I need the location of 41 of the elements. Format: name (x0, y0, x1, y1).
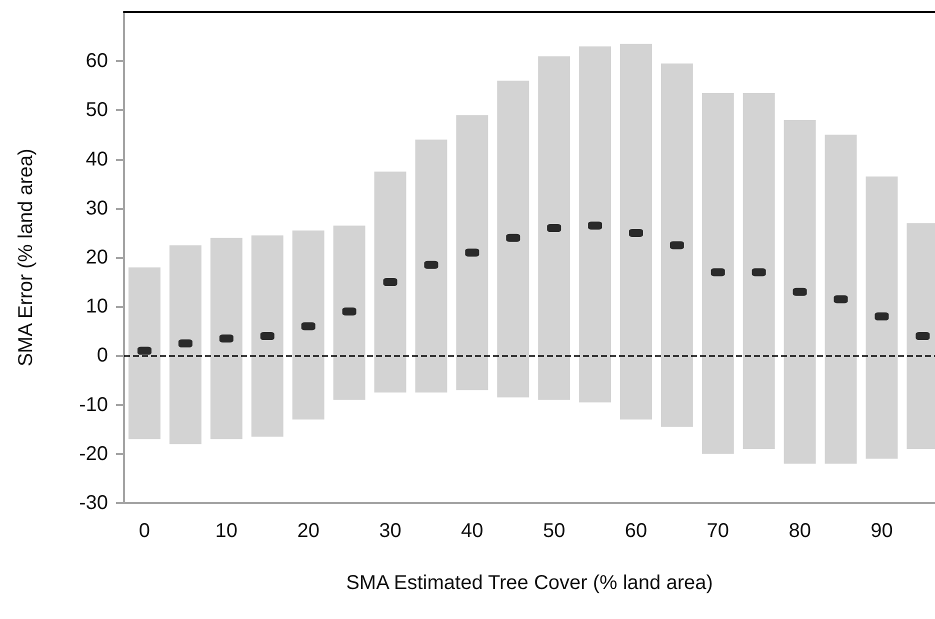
y-axis-title: SMA Error (% land area) (15, 148, 37, 366)
bar (824, 134, 857, 464)
x-tick-label: 60 (624, 520, 648, 542)
bar (210, 238, 242, 440)
bar (579, 46, 612, 402)
bar (497, 80, 530, 398)
bar (128, 267, 160, 440)
bar (333, 226, 366, 400)
y-tick-label: 20 (86, 246, 108, 268)
y-tick-label: -10 (79, 394, 108, 416)
bar (169, 245, 202, 444)
x-tick-label: 10 (215, 520, 238, 542)
bar (415, 140, 448, 393)
bar (866, 176, 898, 459)
x-tick-label: 40 (461, 520, 484, 542)
y-tick-label: 60 (86, 50, 108, 72)
bar (660, 64, 693, 427)
bar (702, 93, 734, 454)
bar (456, 115, 488, 390)
y-tick-label: 0 (96, 344, 108, 367)
x-tick-label: 0 (138, 520, 150, 542)
x-axis-title: SMA Estimated Tree Cover (% land area) (346, 572, 713, 594)
bar (292, 230, 324, 420)
bar (251, 235, 284, 437)
bar (374, 172, 406, 393)
x-tick-label: 90 (870, 520, 893, 542)
x-tick-label: 20 (297, 520, 320, 542)
y-tick-label: 40 (86, 148, 108, 170)
x-tick-label: 70 (706, 520, 730, 542)
bar (784, 120, 816, 464)
y-tick-label: 30 (86, 197, 108, 220)
y-tick-label: -30 (79, 492, 108, 514)
bar (620, 44, 652, 420)
x-tick-label: 50 (542, 520, 566, 542)
y-tick-label: 10 (86, 296, 108, 318)
x-tick-label: 80 (788, 520, 811, 542)
bar (742, 93, 775, 449)
bar (538, 56, 570, 400)
x-tick-label: 30 (379, 520, 402, 542)
y-tick-label: 50 (86, 99, 108, 122)
y-tick-label: -20 (79, 442, 108, 465)
